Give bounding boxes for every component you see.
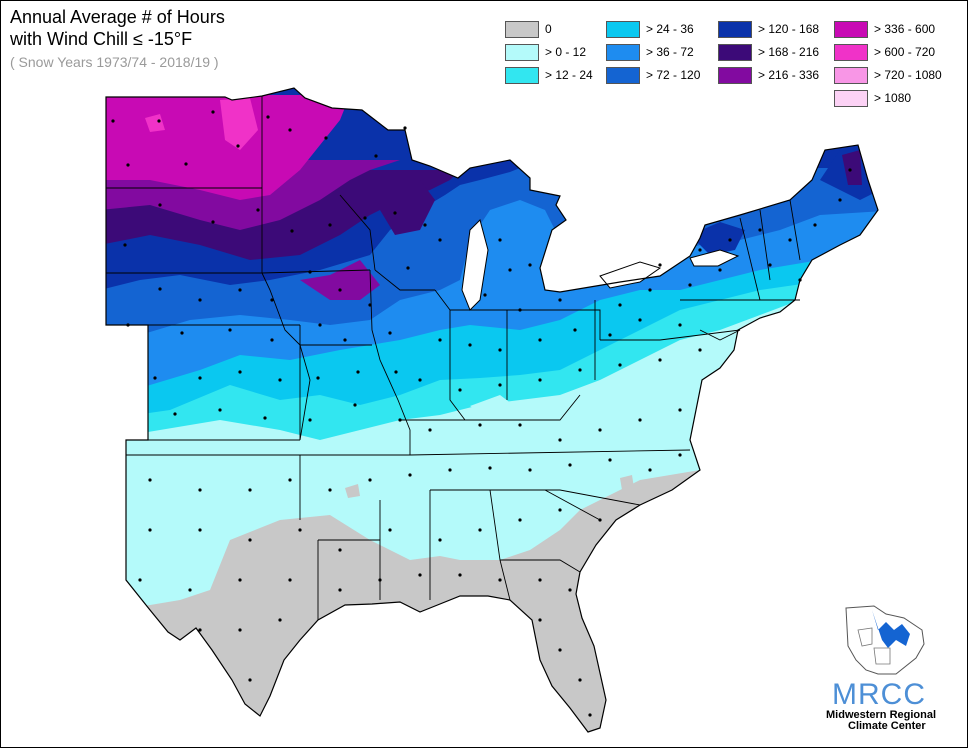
legend-label: > 720 - 1080 xyxy=(874,68,942,82)
legend-swatch xyxy=(606,44,640,61)
legend-swatch xyxy=(718,67,752,84)
legend-swatch xyxy=(606,67,640,84)
legend-swatch xyxy=(505,44,539,61)
lake-ontario xyxy=(689,249,740,267)
legend-swatch xyxy=(834,67,868,84)
legend-label: > 120 - 168 xyxy=(758,22,820,36)
lake-erie xyxy=(599,261,662,289)
title-subtitle: ( Snow Years 1973/74 - 2018/19 ) xyxy=(10,54,219,70)
midwest-map-icon xyxy=(845,605,925,675)
legend-label: > 72 - 120 xyxy=(646,68,701,82)
logo-line-1: Midwestern Regional xyxy=(826,709,937,721)
legend-label: > 24 - 36 xyxy=(646,22,694,36)
legend-swatch xyxy=(718,21,752,38)
legend-swatch xyxy=(505,67,539,84)
legend-label: > 600 - 720 xyxy=(874,45,936,59)
mrcc-logo: MRCC Midwestern Regional Climate Center xyxy=(826,600,956,732)
legend-swatch xyxy=(834,21,868,38)
station-dots xyxy=(111,110,852,717)
lake-michigan xyxy=(461,219,489,311)
legend-label: > 36 - 72 xyxy=(646,45,694,59)
legend-label: > 1080 xyxy=(874,91,912,105)
map-title: Annual Average # of Hours with Wind Chil… xyxy=(10,6,225,72)
legend: 0 > 0 - 12 > 12 - 24 > 24 - 36 > 36 - 72… xyxy=(0,0,970,120)
logo-line-2: Climate Center xyxy=(848,720,926,732)
legend-swatch xyxy=(718,44,752,61)
state-borders xyxy=(106,96,801,620)
legend-swatch xyxy=(606,21,640,38)
legend-label: > 0 - 12 xyxy=(545,45,587,59)
legend-swatch xyxy=(834,44,868,61)
title-line-2: with Wind Chill ≤ -15°F xyxy=(10,29,193,49)
legend-label: 0 xyxy=(545,22,552,36)
legend-swatch xyxy=(834,90,868,107)
region-outline xyxy=(105,87,879,733)
title-line-1: Annual Average # of Hours xyxy=(10,7,225,27)
legend-label: > 336 - 600 xyxy=(874,22,936,36)
legend-label: > 12 - 24 xyxy=(545,68,593,82)
legend-swatch xyxy=(505,21,539,38)
mrcc-wordmark: MRCC xyxy=(832,678,926,711)
legend-label: > 168 - 216 xyxy=(758,45,820,59)
legend-label: > 216 - 336 xyxy=(758,68,820,82)
